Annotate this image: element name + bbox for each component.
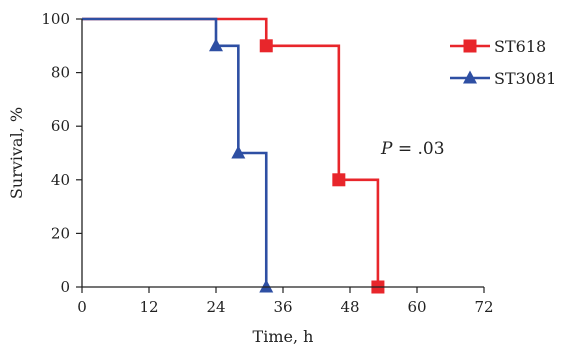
x-tick-label: 36 <box>273 298 292 316</box>
series-line <box>82 17 380 287</box>
x-tick-label: 48 <box>340 298 359 316</box>
y-tick-label: 0 <box>60 278 70 296</box>
legend-label: ST3081 <box>494 69 556 88</box>
data-point <box>231 145 246 159</box>
legend: ST618 ST3081 <box>450 37 556 88</box>
p-value: = .03 <box>392 139 444 159</box>
y-tick-label: 100 <box>41 10 70 28</box>
data-point <box>259 279 274 293</box>
legend-marker <box>463 39 477 53</box>
y-tick-label: 40 <box>51 171 70 189</box>
legend-item: ST3081 <box>450 69 556 88</box>
y-axis-title: Survival, % <box>7 107 26 199</box>
plot-area <box>82 17 385 294</box>
data-point <box>259 39 273 53</box>
y-ticks: 0 20 40 60 80 100 <box>41 10 82 296</box>
data-point <box>332 173 346 187</box>
x-axis-title: Time, h <box>253 327 314 346</box>
legend-marker <box>463 70 477 84</box>
series-ST3081 <box>82 17 274 293</box>
data-point <box>209 38 223 52</box>
legend-item: ST618 <box>450 37 546 56</box>
p-symbol: P <box>380 139 393 159</box>
p-value-annotation: P = .03 <box>380 139 445 159</box>
x-tick-label: 60 <box>407 298 426 316</box>
y-tick-label: 60 <box>51 117 70 135</box>
y-tick-label: 80 <box>51 64 70 82</box>
x-tick-label: 72 <box>474 298 493 316</box>
x-tick-label: 12 <box>139 298 158 316</box>
series-line <box>82 17 268 287</box>
x-tick-label: 24 <box>206 298 225 316</box>
x-tick-label: 0 <box>77 298 87 316</box>
legend-label: ST618 <box>494 37 546 56</box>
y-tick-label: 20 <box>51 224 70 242</box>
x-ticks: 0 12 24 36 48 60 72 <box>77 287 494 316</box>
